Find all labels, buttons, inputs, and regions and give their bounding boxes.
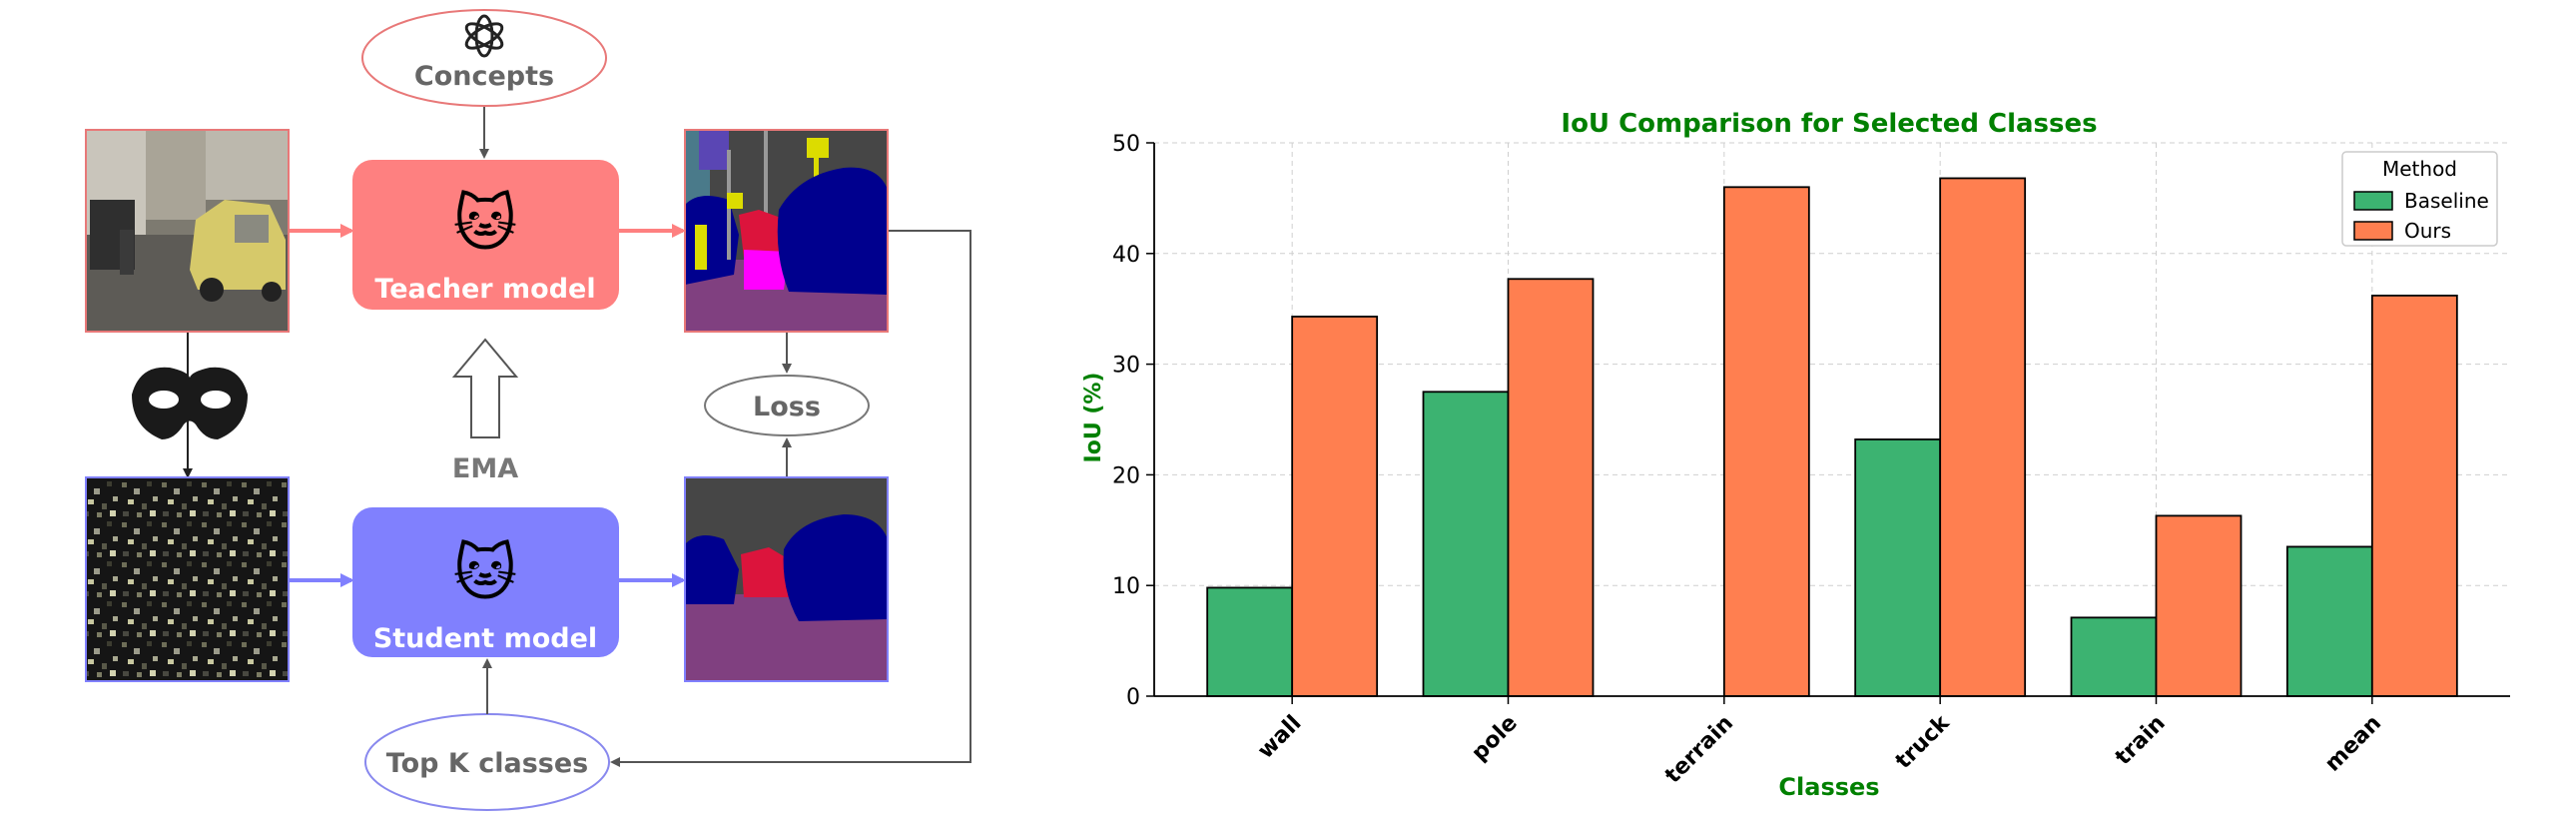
legend-label-ours: Ours bbox=[2404, 219, 2451, 243]
bar-ours-terrain bbox=[1722, 186, 1810, 697]
y-tick-label: 0 bbox=[1126, 685, 1140, 710]
x-tick-label-pole: pole bbox=[1467, 711, 1522, 766]
student-model-box: 🐱 Student model bbox=[352, 507, 619, 657]
bar-baseline-truck bbox=[1854, 438, 1942, 697]
teacher-model-box: 🐱 Teacher model bbox=[352, 160, 619, 310]
loss-node bbox=[704, 375, 870, 436]
bar-baseline-pole bbox=[1422, 391, 1510, 697]
x-tick-label-mean: mean bbox=[2320, 711, 2386, 777]
teacher-model-label: Teacher model bbox=[374, 274, 595, 305]
ema-label: EMA bbox=[452, 453, 518, 484]
bar-baseline-mean bbox=[2285, 545, 2373, 697]
x-tick-label-truck: truck bbox=[1891, 710, 1955, 774]
y-tick-label: 40 bbox=[1112, 243, 1140, 268]
cat-icon: 🐱 bbox=[453, 187, 518, 260]
y-tick-label: 50 bbox=[1112, 132, 1140, 157]
ema-arrow-icon bbox=[451, 338, 519, 438]
teacher-segmentation-map bbox=[684, 129, 889, 333]
teacher-input-image bbox=[85, 129, 290, 333]
mask-icon bbox=[132, 367, 248, 439]
bar-ours-mean bbox=[2370, 295, 2458, 697]
method-diagram: Concepts 🐱 Teacher model bbox=[85, 9, 971, 811]
iou-bar-chart: IoU Comparison for Selected Classes 0 10 2… bbox=[1081, 109, 2510, 801]
topk-classes-label: Top K classes bbox=[386, 748, 588, 779]
x-axis-label: Classes bbox=[1778, 773, 1879, 801]
legend-swatch-ours bbox=[2353, 221, 2393, 241]
x-tick-label-train: train bbox=[2111, 711, 2171, 771]
cat-icon: 🐱 bbox=[453, 536, 518, 609]
y-tick-label: 20 bbox=[1112, 463, 1140, 488]
bar-ours-train bbox=[2155, 514, 2243, 697]
chart-title: IoU Comparison for Selected Classes bbox=[1561, 109, 2097, 139]
y-axis-label: IoU (%) bbox=[1081, 373, 1106, 463]
bar-baseline-train bbox=[2070, 616, 2158, 697]
legend-title: Method bbox=[2382, 157, 2457, 181]
student-segmentation-map bbox=[684, 476, 889, 682]
loss-label: Loss bbox=[753, 392, 821, 422]
concepts-node bbox=[361, 9, 607, 107]
bar-ours-pole bbox=[1507, 278, 1595, 697]
y-tick-label: 30 bbox=[1112, 354, 1140, 379]
x-tick-label-terrain: terrain bbox=[1660, 711, 1738, 789]
bar-ours-truck bbox=[1939, 177, 2027, 697]
legend: Method Baseline Ours bbox=[2341, 151, 2498, 247]
x-tick-label-wall: wall bbox=[1253, 711, 1306, 764]
concepts-label: Concepts bbox=[414, 61, 554, 92]
legend-label-baseline: Baseline bbox=[2404, 189, 2489, 213]
student-masked-input-image bbox=[85, 476, 290, 682]
bar-ours-wall bbox=[1291, 316, 1379, 697]
y-tick-label: 10 bbox=[1112, 574, 1140, 599]
student-model-label: Student model bbox=[373, 623, 597, 654]
legend-swatch-baseline bbox=[2353, 191, 2393, 211]
bar-baseline-wall bbox=[1206, 586, 1294, 697]
